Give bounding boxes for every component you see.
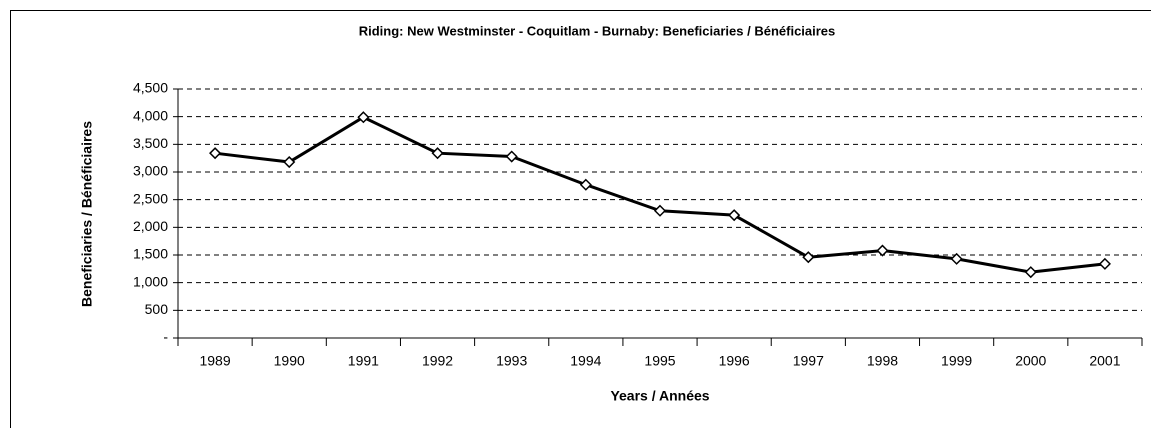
y-tick-label: 3,500 — [133, 135, 168, 151]
y-tick-label: 1,500 — [133, 246, 168, 262]
x-tick-label: 1995 — [644, 353, 675, 369]
marker — [728, 209, 741, 222]
x-tick-label: 2001 — [1089, 353, 1120, 369]
marker — [431, 147, 444, 160]
marker — [505, 150, 518, 163]
y-tick-label: 4,500 — [133, 80, 168, 96]
y-tick-label: 500 — [145, 301, 169, 317]
marker — [802, 251, 815, 264]
x-tick-label: 1998 — [867, 353, 898, 369]
y-tick-label: 1,000 — [133, 273, 168, 289]
x-tick-label: 1994 — [570, 353, 601, 369]
y-tick-label: 2,500 — [133, 190, 168, 206]
x-tick-label: 1989 — [199, 353, 230, 369]
y-tick-label: - — [163, 329, 168, 345]
marker — [950, 252, 963, 265]
marker — [357, 111, 370, 124]
x-tick-label: 1997 — [793, 353, 824, 369]
marker — [209, 147, 222, 160]
x-axis-label: Years / Années — [610, 388, 709, 404]
chart-title: Riding: New Westminster - Coquitlam - Bu… — [359, 23, 836, 38]
line — [214, 115, 1106, 274]
y-tick-label: 2,000 — [133, 218, 168, 234]
x-tick-label: 1990 — [274, 353, 305, 369]
x-tick-label: 1992 — [422, 353, 453, 369]
marker — [1098, 257, 1111, 270]
x-tick-label: 1991 — [348, 353, 379, 369]
y-axis-label: Beneficiaries / Bénéficiaires — [79, 121, 95, 307]
marker — [579, 178, 592, 191]
marker — [876, 244, 889, 257]
y-tick-label: 3,000 — [133, 163, 168, 179]
marker — [283, 155, 296, 169]
x-tick-label: 1993 — [496, 353, 527, 369]
chart-frame — [10, 10, 1151, 428]
x-tick-label: 1996 — [719, 353, 750, 369]
x-tick-label: 1999 — [941, 353, 972, 369]
marker — [1024, 266, 1037, 279]
marker — [653, 204, 667, 217]
y-tick-label: 4,000 — [133, 107, 168, 123]
x-tick-label: 2000 — [1015, 353, 1046, 369]
